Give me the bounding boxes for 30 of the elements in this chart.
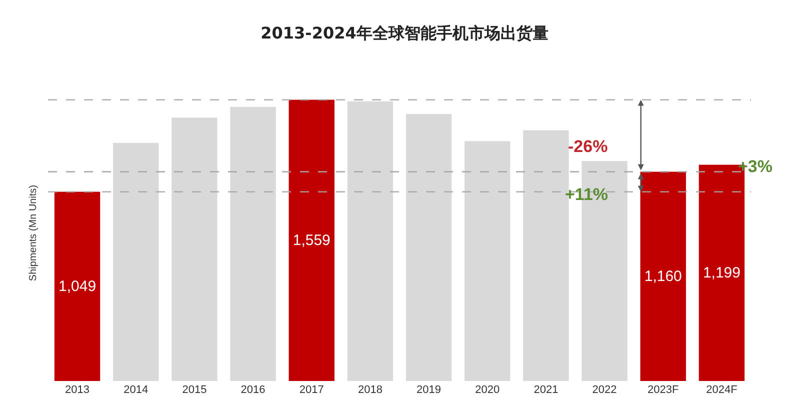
x-tick-label: 2021 <box>534 384 558 396</box>
x-tick-label: 2016 <box>240 384 266 396</box>
x-tick-label: 2013 <box>65 384 90 396</box>
x-tick-label: 2023F <box>648 384 679 396</box>
data-label: 1,199 <box>702 264 740 282</box>
bar <box>54 192 100 381</box>
x-tick-label: 2015 <box>182 384 207 396</box>
bar <box>288 100 334 381</box>
bar <box>230 106 276 381</box>
x-tick-label: 2019 <box>416 384 442 396</box>
data-label: 1,160 <box>644 268 682 285</box>
x-tick-label: 2018 <box>358 384 382 396</box>
data-label: 1,559 <box>292 232 330 249</box>
annotation: +3% <box>738 157 772 176</box>
x-tick-label: 2022 <box>592 384 617 396</box>
bar <box>464 141 510 381</box>
bar <box>640 172 686 381</box>
bar <box>347 101 394 381</box>
x-tick-label: 2024F <box>706 384 738 396</box>
y-axis-title: Shipments (Mn Units) <box>28 184 39 282</box>
bar <box>113 142 159 381</box>
x-tick-label: 2017 <box>299 384 324 396</box>
bar <box>172 118 218 381</box>
x-tick-label: 2020 <box>475 384 500 396</box>
x-tick-label: 2014 <box>124 384 148 396</box>
chart-title: 2013-2024年全球智能手机市场出货量 <box>260 23 548 42</box>
bar <box>406 114 452 381</box>
annotation: +11% <box>565 185 608 204</box>
data-label: 1,049 <box>58 278 96 295</box>
annotation: -26% <box>568 137 608 156</box>
